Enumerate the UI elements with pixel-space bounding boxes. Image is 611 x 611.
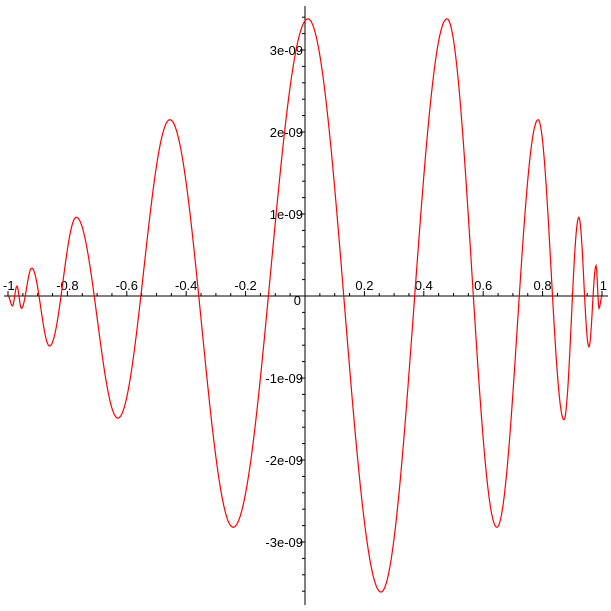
series-line xyxy=(7,18,603,593)
y-tick-label: 1e-09 xyxy=(270,207,303,222)
y-tick-label: 2e-09 xyxy=(270,125,303,140)
x-tick-label: 0.2 xyxy=(355,278,373,293)
y-tick-label: -1e-09 xyxy=(265,371,303,386)
x-tick-label: 0.4 xyxy=(415,278,433,293)
y-tick-label: -2e-09 xyxy=(265,453,303,468)
x-tick-label: -0.2 xyxy=(234,278,256,293)
x-tick-label: -0.4 xyxy=(175,278,197,293)
x-tick-label: 1 xyxy=(600,278,607,293)
y-tick-label: -3e-09 xyxy=(265,535,303,550)
x-tick-label: -1 xyxy=(3,278,15,293)
x-tick-label: 0.8 xyxy=(534,278,552,293)
x-tick-label: -0.8 xyxy=(56,278,78,293)
x-tick-label: -0.6 xyxy=(116,278,138,293)
x-tick-label: 0.6 xyxy=(474,278,492,293)
origin-label: 0 xyxy=(294,293,301,308)
y-tick-label: 3e-09 xyxy=(270,43,303,58)
